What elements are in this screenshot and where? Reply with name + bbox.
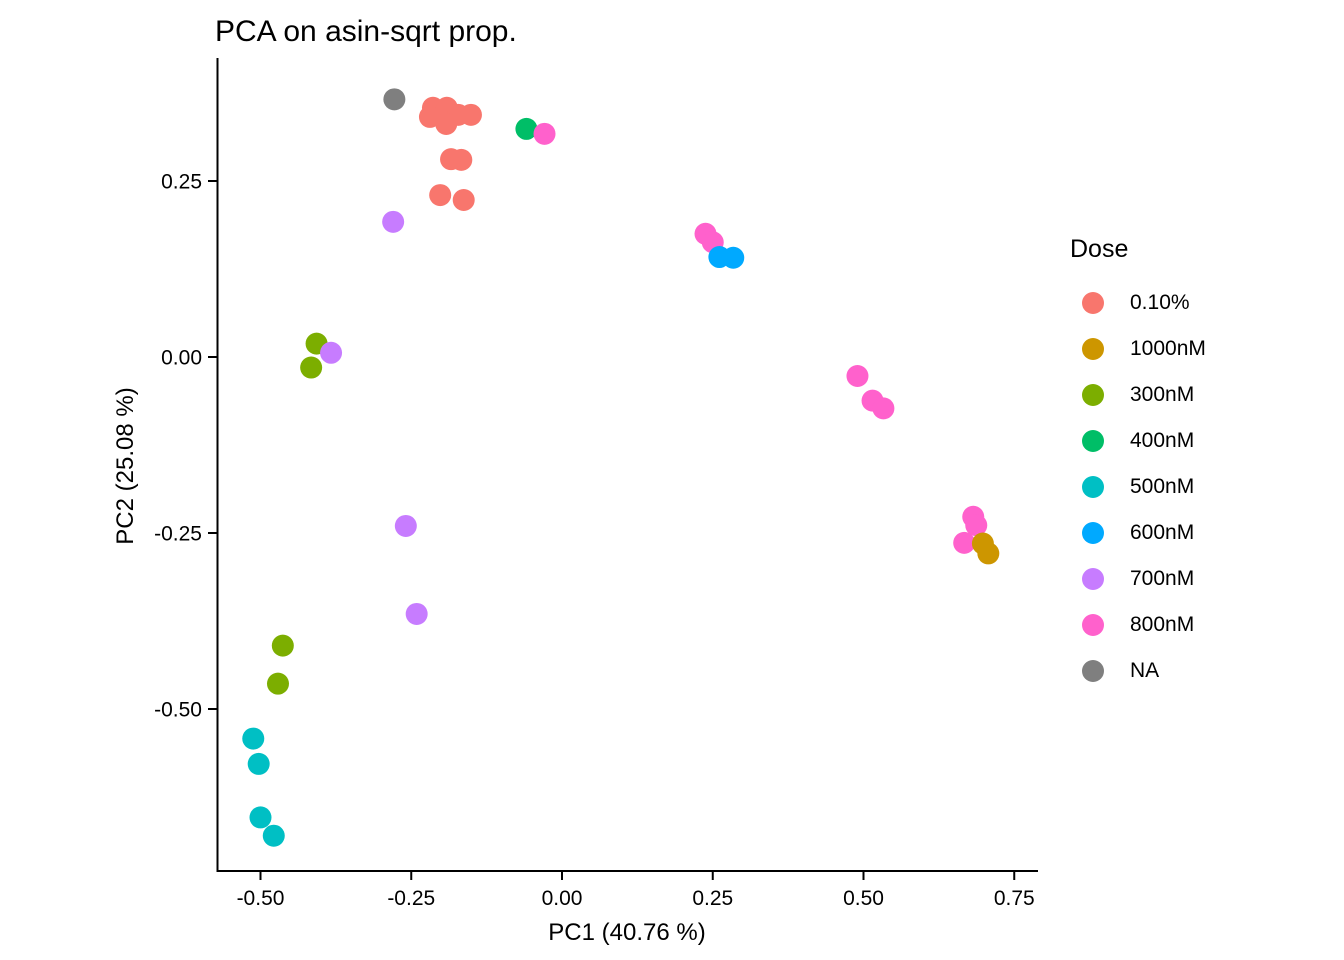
legend-item-800nM: 800nM [1066,602,1336,648]
legend-item-label: 0.10% [1130,291,1190,314]
point-700nM [394,514,417,537]
y-tick-label: 0.25 [161,171,202,194]
point-0.10% [452,189,475,212]
x-tick-label: 0.00 [542,887,583,910]
point-600nM [722,246,745,269]
legend-key-dot-icon [1082,384,1104,406]
point-800nM [953,531,976,554]
point-800nM [846,365,869,388]
legend-item-400nM: 400nM [1066,418,1336,464]
y-tick-label: -0.50 [154,699,202,722]
y-axis-title: PC2 (25.08 %) [112,387,139,544]
legend-item-1000nM: 1000nM [1066,326,1336,372]
legend-item-500nM: 500nM [1066,464,1336,510]
legend-item-label: NA [1130,659,1160,682]
point-500nM [249,806,272,829]
legend-item-600nM: 600nM [1066,510,1336,556]
legend-key-dot-icon [1082,660,1104,682]
point-0.10% [435,112,458,135]
point-700nM [320,341,343,364]
point-500nM [242,727,265,750]
x-tick-label: -0.25 [387,887,435,910]
point-700nM [405,602,428,625]
point-0.10% [429,184,452,207]
y-axis-ticks: 0.25 0.00 -0.25 -0.50 [154,171,217,722]
legend-key-dot-icon [1082,292,1104,314]
chart-title: PCA on asin-sqrt prop. [215,15,517,48]
legend: Dose 0.10% 1000nM 300nM 400nM 500nM 600nM 700n… [1066,234,1336,694]
legend-item-label: 700nM [1130,567,1195,590]
legend-item-label: 600nM [1130,521,1195,544]
legend-item-label: 800nM [1130,613,1195,636]
legend-item-700nM: 700nM [1066,556,1336,602]
point-800nM [533,122,556,145]
x-tick-label: -0.50 [237,887,285,910]
point-800nM [965,514,988,537]
legend-title: Dose [1070,235,1129,263]
point-500nM [247,752,270,775]
legend-item-label: 500nM [1130,475,1195,498]
point-700nM [382,210,405,233]
legend-item-300nM: 300nM [1066,372,1336,418]
legend-key-dot-icon [1082,338,1104,360]
legend-item-NA: NA [1066,648,1336,694]
point-500nM [262,824,285,847]
x-axis-title: PC1 (40.76 %) [548,919,705,946]
x-tick-label: 0.50 [843,887,884,910]
point-0.10% [459,103,482,126]
legend-key-dot-icon [1082,522,1104,544]
point-NA [383,88,406,111]
point-300nM [300,356,323,379]
legend-item-label: 300nM [1130,383,1195,406]
legend-key-dot-icon [1082,430,1104,452]
legend-item-label: 400nM [1130,429,1195,452]
legend-item-0.10%: 0.10% [1066,280,1336,326]
y-tick-label: 0.00 [161,347,202,370]
legend-key-dot-icon [1082,568,1104,590]
x-axis-ticks: -0.50 -0.25 0.00 0.25 0.50 0.75 [237,871,1035,910]
y-tick-label: -0.25 [154,523,202,546]
legend-items: 0.10% 1000nM 300nM 400nM 500nM 600nM 700nM 800n… [1066,280,1336,694]
legend-key-dot-icon [1082,476,1104,498]
point-800nM [872,397,895,420]
x-tick-label: 0.25 [692,887,733,910]
point-0.10% [450,148,473,171]
point-1000nM [977,542,1000,565]
point-400nM [515,117,538,140]
point-300nM [266,672,289,695]
x-tick-label: 0.75 [994,887,1035,910]
point-300nM [271,634,294,657]
scatter-points [242,88,1000,847]
legend-item-label: 1000nM [1130,337,1206,360]
legend-key-dot-icon [1082,614,1104,636]
